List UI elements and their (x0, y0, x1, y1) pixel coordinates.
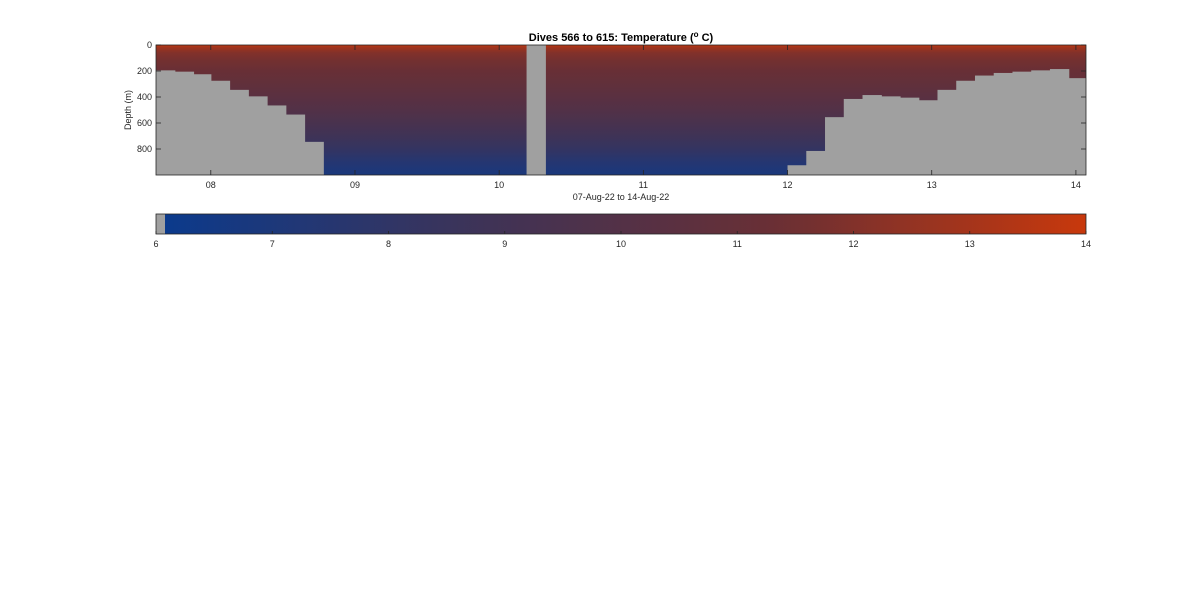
x-axis: 08 09 10 11 12 13 14 (206, 45, 1081, 190)
no-data-column (787, 165, 807, 175)
colorbar-tick-label: 11 (733, 239, 742, 249)
colorbar-tick-label: 13 (965, 239, 975, 249)
no-data-column (248, 96, 268, 175)
no-data-column (918, 100, 939, 175)
colorbar-tick-label: 14 (1081, 239, 1091, 249)
colorbar-gradient (165, 214, 1086, 234)
no-data-column (229, 89, 249, 175)
colorbar-ticks: 6 7 8 9 10 11 12 13 14 (153, 231, 1091, 249)
y-tick-label: 0 (147, 40, 152, 50)
colorbar-tick-label: 10 (616, 239, 626, 249)
y-axis-label: Depth (m) (123, 90, 133, 130)
no-data-column (993, 72, 1014, 175)
x-tick-label: 12 (783, 180, 793, 190)
no-data-column (806, 150, 826, 175)
no-data-column (843, 98, 864, 175)
no-data-column (1068, 78, 1086, 175)
no-data-column (937, 89, 957, 175)
x-tick-label: 11 (639, 180, 648, 190)
colorbar-tick-label: 7 (270, 239, 275, 249)
x-tick-label: 08 (206, 180, 216, 190)
chart-title: Dives 566 to 615: Temperature (o C) (529, 30, 714, 44)
x-axis-label: 07-Aug-22 to 14-Aug-22 (573, 192, 670, 202)
x-tick-label: 09 (350, 180, 360, 190)
no-data-layer (156, 45, 1086, 175)
no-data-column (174, 71, 195, 175)
no-data-column (1049, 69, 1070, 175)
no-data-column (1012, 71, 1032, 175)
colorbar-tick-label: 6 (153, 239, 158, 249)
no-data-column (974, 75, 995, 175)
no-data-column (862, 95, 882, 175)
no-data-column (304, 141, 324, 175)
no-data-column (210, 80, 231, 175)
no-data-column (267, 105, 287, 175)
colorbar-tick-label: 9 (502, 239, 507, 249)
no-data-column (881, 96, 901, 175)
plot-area (156, 45, 1086, 175)
no-data-column (825, 117, 845, 175)
y-tick-label: 400 (137, 92, 152, 102)
colorbar-tick-label: 8 (386, 239, 391, 249)
plot-frame (155, 44, 1087, 176)
y-tick-label: 200 (137, 66, 152, 76)
no-data-column (1031, 70, 1051, 175)
colorbar-tick-label: 12 (848, 239, 858, 249)
x-tick-label: 14 (1071, 180, 1081, 190)
x-tick-label: 13 (927, 180, 937, 190)
y-tick-label: 800 (137, 144, 152, 154)
no-data-column (193, 74, 212, 175)
y-tick-label: 600 (137, 118, 152, 128)
no-data-column (526, 45, 546, 175)
x-tick-label: 10 (494, 180, 504, 190)
y-axis: 0 200 400 600 800 (137, 40, 1086, 154)
colorbar: 6 7 8 9 10 11 12 13 14 (153, 213, 1091, 249)
no-data-column (956, 80, 976, 175)
no-data-column (900, 97, 920, 175)
colorbar-no-data-swatch (156, 214, 165, 234)
no-data-column (285, 114, 306, 175)
